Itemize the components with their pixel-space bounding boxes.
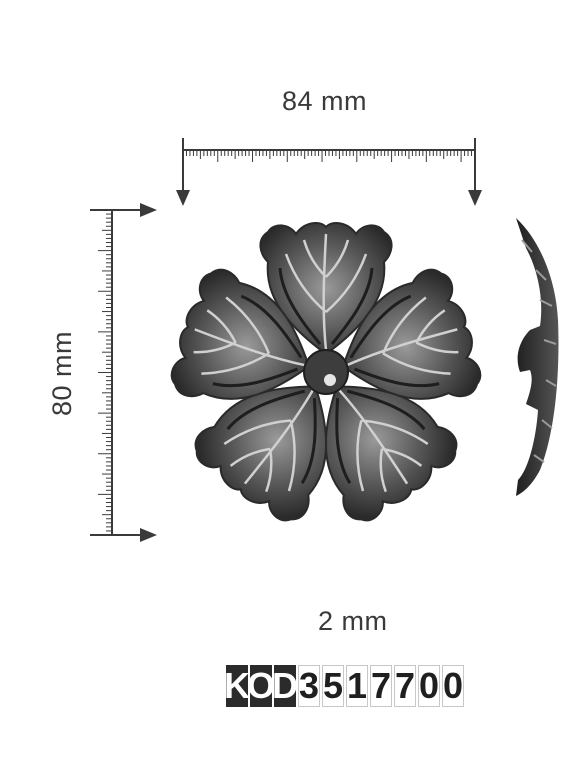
code-digit: 0 xyxy=(442,665,464,707)
width-left-arrow-icon xyxy=(176,190,190,206)
rosette-petal xyxy=(341,268,482,400)
height-bottom-arrow-icon xyxy=(140,528,157,542)
width-dimension-label: 84 mm xyxy=(282,86,368,116)
product-code: K O D 3 5 1 7 7 0 0 xyxy=(224,665,464,709)
rosette-petal xyxy=(170,268,311,400)
width-ruler xyxy=(176,138,482,206)
thickness-dimension-label: 2 mm xyxy=(318,606,388,636)
rosette-petal xyxy=(194,385,328,522)
code-prefix-char: O xyxy=(247,665,276,707)
code-digit: 7 xyxy=(394,665,416,707)
code-digit: 3 xyxy=(298,665,320,707)
code-prefix-char: K xyxy=(224,665,250,707)
code-digit: 7 xyxy=(370,665,392,707)
height-top-arrow-icon xyxy=(140,203,157,217)
code-digit: 1 xyxy=(346,665,368,707)
rosette-side-view xyxy=(516,218,559,496)
rosette-petal xyxy=(259,221,393,356)
rosette-center xyxy=(303,349,349,395)
height-ruler xyxy=(90,203,157,542)
code-prefix-char: D xyxy=(272,665,298,707)
rosette-front-view xyxy=(170,221,482,522)
height-dimension-label: 80 mm xyxy=(47,330,78,417)
code-digit: 5 xyxy=(322,665,344,707)
code-digit: 0 xyxy=(418,665,440,707)
width-right-arrow-icon xyxy=(468,190,482,206)
rosette-center-highlight xyxy=(324,374,336,386)
rosette-petal xyxy=(324,385,458,522)
